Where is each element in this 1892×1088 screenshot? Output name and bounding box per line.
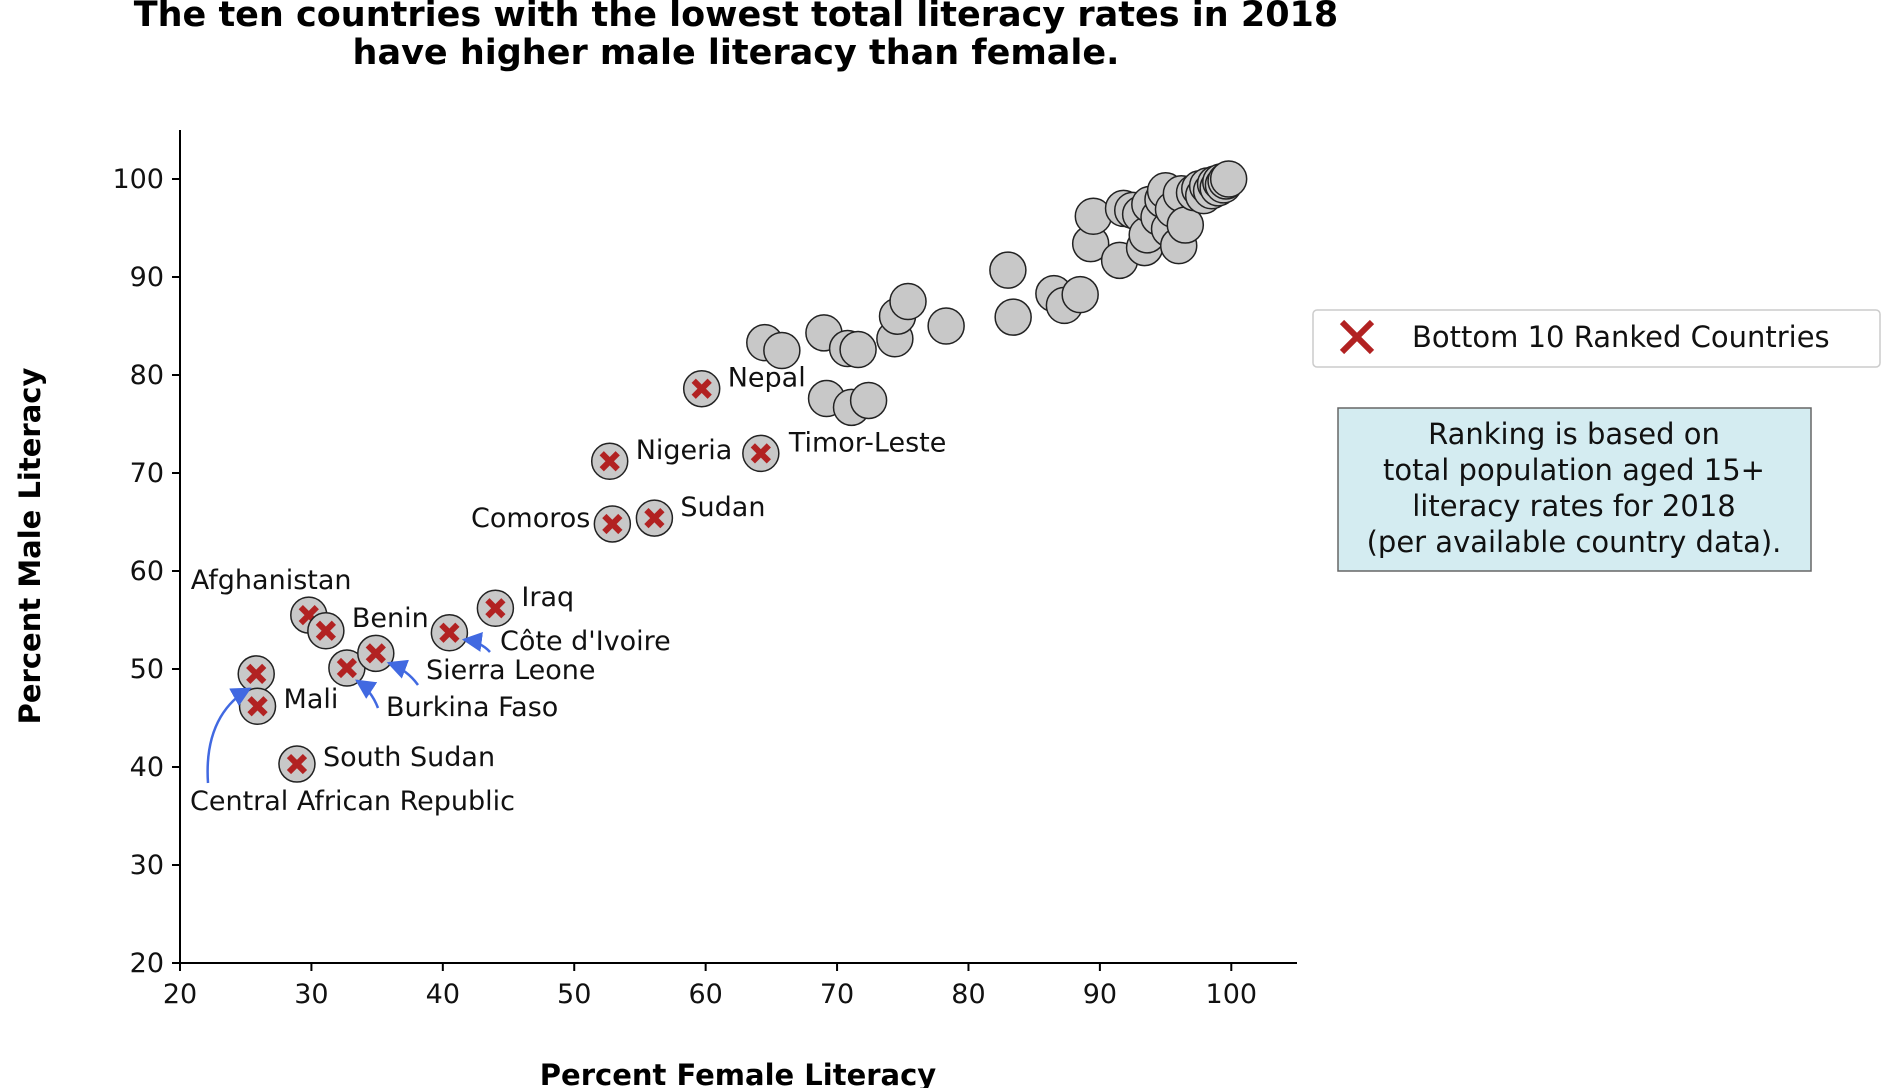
data-point-x-marker	[599, 451, 620, 472]
data-point-x-marker	[365, 643, 386, 664]
annotation-arrow	[206, 687, 252, 784]
data-point-other	[763, 331, 801, 370]
point-label: South Sudan	[323, 742, 495, 773]
point-label: Timor-Leste	[788, 427, 947, 458]
legend-marker	[1339, 319, 1375, 355]
data-point-other	[927, 307, 965, 345]
x-tick-label: 20	[163, 979, 197, 1010]
x-tick-label: 90	[1083, 979, 1117, 1010]
data-point-x-marker	[286, 753, 308, 775]
note-line: literacy rates for 2018	[1412, 489, 1735, 523]
y-tick-label: 90	[130, 262, 164, 293]
x-marker-stroke	[599, 451, 620, 472]
x-marker-stroke	[691, 378, 712, 399]
y-tick-label: 20	[130, 948, 164, 979]
data-point-x-marker	[439, 622, 460, 643]
legend: Bottom 10 Ranked Countries	[1312, 309, 1881, 368]
point-label: Central African Republic	[190, 786, 515, 817]
x-marker-stroke	[298, 604, 319, 626]
note-box-frame	[1337, 407, 1812, 572]
data-point-other	[1061, 275, 1099, 314]
data-point-other	[889, 282, 927, 321]
x-marker-stroke	[286, 753, 308, 775]
x-marker-stroke	[247, 696, 268, 717]
data-point-other	[989, 251, 1027, 289]
data-point-x-marker	[246, 663, 267, 685]
point-label: Nepal	[728, 363, 806, 394]
x-marker-stroke	[1339, 319, 1375, 355]
point-label: Benin	[352, 603, 429, 634]
data-point-x-marker	[644, 507, 665, 529]
legend-label: Bottom 10 Ranked Countries	[1412, 320, 1830, 354]
x-marker-stroke	[602, 513, 623, 535]
x-marker-stroke	[246, 663, 267, 685]
data-point-other	[839, 330, 877, 369]
point-label: Sudan	[680, 492, 765, 523]
x-tick-label: 50	[557, 979, 591, 1010]
annotation-arrow	[461, 631, 491, 653]
x-marker-stroke	[336, 657, 358, 679]
note-line: total population aged 15+	[1383, 453, 1765, 487]
y-axis-title: Percent Male Literacy	[13, 368, 47, 725]
data-point-x-marker	[315, 620, 336, 641]
y-tick-label: 100	[112, 164, 164, 195]
data-point-other	[994, 298, 1032, 336]
x-marker-stroke	[439, 622, 460, 643]
y-tick-label: 50	[130, 654, 164, 685]
point-label: Burkina Faso	[386, 692, 558, 723]
y-tick-label: 60	[130, 556, 164, 587]
data-point-x-marker	[750, 443, 771, 464]
data-point-x-marker	[336, 657, 358, 679]
data-point-x-marker	[247, 696, 268, 717]
point-label: Afghanistan	[191, 565, 352, 596]
point-label: Sierra Leone	[426, 655, 596, 686]
data-point-other	[849, 381, 888, 420]
point-label: Iraq	[521, 582, 574, 613]
x-marker-stroke	[315, 620, 336, 641]
note-line: Ranking is based on	[1428, 417, 1720, 451]
annotation-arrow	[386, 659, 420, 686]
x-tick-label: 60	[688, 979, 722, 1010]
y-tick-label: 40	[130, 752, 164, 783]
y-tick-label: 80	[130, 360, 164, 391]
data-point-other	[1209, 160, 1248, 198]
point-label: Mali	[284, 684, 339, 715]
x-tick-label: 40	[426, 979, 460, 1010]
point-label: Nigeria	[636, 435, 733, 466]
data-point-x-marker	[691, 378, 712, 399]
x-marker-stroke	[365, 643, 386, 664]
chart-overlay: The ten countries with the lowest total …	[13, 0, 1881, 1088]
x-axis-title: Percent Female Literacy	[540, 1058, 936, 1088]
x-marker-stroke	[750, 443, 771, 464]
x-tick-label: 70	[820, 979, 854, 1010]
data-point-x-marker	[485, 598, 506, 619]
x-marker-stroke	[485, 598, 506, 619]
annotation-arrow	[355, 679, 380, 709]
point-label: Comoros	[471, 503, 590, 534]
x-marker-stroke	[644, 507, 665, 529]
y-tick-label: 70	[130, 458, 164, 489]
x-tick-label: 30	[294, 979, 328, 1010]
legend-frame	[1312, 309, 1881, 368]
note-line: (per available country data).	[1367, 525, 1782, 559]
plot-area: 20 30 40 50 60 70 80 90 100 20 30 40 50 60 70 80 90 100 Ne…	[112, 130, 1297, 1010]
data-point-x-marker	[602, 513, 623, 535]
x-tick-label: 80	[951, 979, 985, 1010]
chart-title-line: The ten countries with the lowest total …	[134, 0, 1339, 35]
point-label: Côte d'Ivoire	[500, 626, 671, 657]
y-tick-label: 30	[130, 850, 164, 881]
chart-title-line: have higher male literacy than female.	[353, 33, 1120, 73]
x-tick-label: 100	[1206, 979, 1258, 1010]
